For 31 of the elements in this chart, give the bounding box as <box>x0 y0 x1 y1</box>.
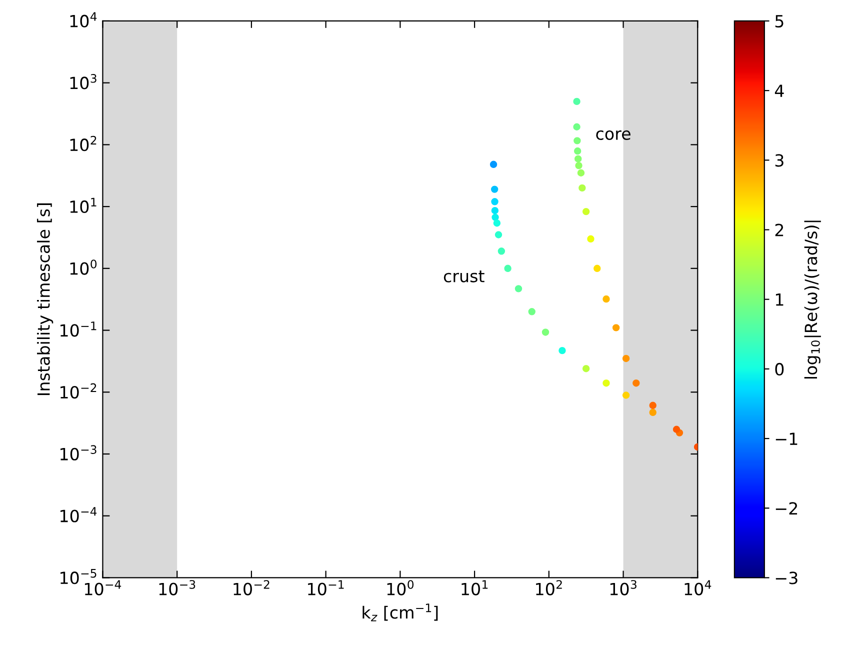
x-tick-label: 10$^{3}$ <box>610 580 636 596</box>
y-tick-label: 10$^{0}$ <box>70 260 97 275</box>
y-axis-title: Instability timescale [s] <box>37 203 54 396</box>
x-tick-label: 10$^{−1}$ <box>308 580 344 596</box>
x-tick-label: 10$^{−3}$ <box>159 580 196 596</box>
x-tick-label: 10$^{4}$ <box>684 580 712 596</box>
color-bar-title: log$_{10}$|Re(ω)/(rad/s)| <box>804 220 821 379</box>
x-tick-label: 10$^{1}$ <box>462 580 488 596</box>
x-axis-title: k$_{z}$ [cm$^{−1}$] <box>362 604 438 622</box>
y-tick-label: 10$^{3}$ <box>70 74 96 90</box>
x-tick-label: 10$^{−2}$ <box>234 580 270 596</box>
y-tick-label: 10$^{−3}$ <box>60 445 96 460</box>
y-tick-label: 10$^{4}$ <box>70 12 97 28</box>
color-bar-label: −3 <box>776 572 798 584</box>
y-tick-label: 10$^{−1}$ <box>60 322 96 337</box>
x-tick-label: 10$^{0}$ <box>387 580 414 596</box>
color-bar-label: −2 <box>776 502 798 514</box>
color-bar-label: 0 <box>775 362 784 376</box>
series-label: crust <box>444 270 484 282</box>
x-tick-label: 10$^{2}$ <box>536 580 562 596</box>
y-tick-label: 10$^{2}$ <box>70 136 96 152</box>
y-tick-label: 10$^{1}$ <box>70 198 96 213</box>
y-tick-label: 10$^{−2}$ <box>60 383 96 399</box>
color-bar-label: 2 <box>775 224 784 236</box>
color-bar-label: 1 <box>776 294 784 306</box>
color-bar-label: −1 <box>776 432 798 445</box>
color-bar-label: 4 <box>774 84 784 97</box>
color-bar-label: 5 <box>775 15 784 28</box>
color-bar-label: 3 <box>775 154 784 167</box>
y-tick-label: 10$^{−4}$ <box>60 507 97 522</box>
series-label: core <box>596 130 630 140</box>
